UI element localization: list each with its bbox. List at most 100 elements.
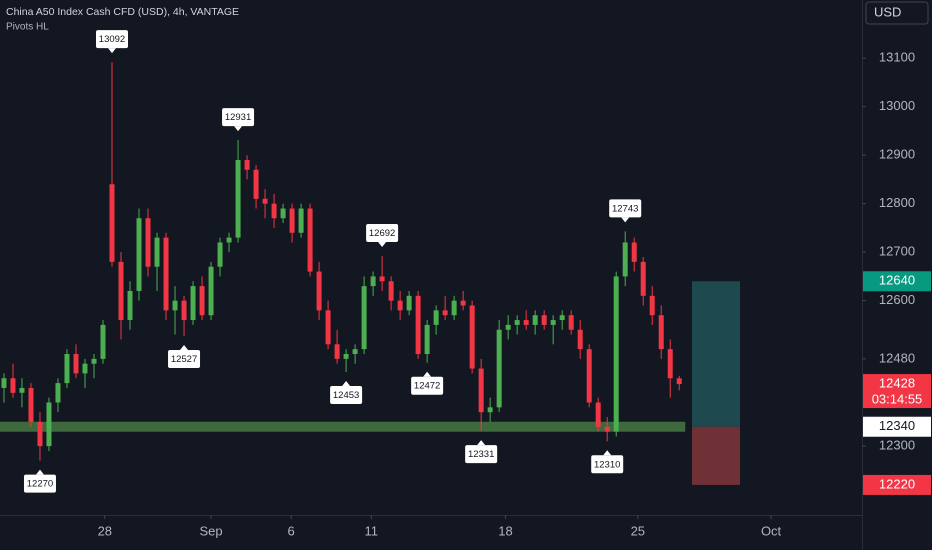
candle-body (109, 184, 115, 262)
pivot-label: 12931 (225, 112, 251, 123)
indicator-name: Pivots HL (6, 22, 49, 33)
y-tick-label: 12700 (879, 244, 915, 259)
candle-body (145, 218, 151, 267)
x-tick-label: Sep (199, 523, 222, 538)
candle-body (622, 242, 628, 277)
candle-body (298, 208, 304, 233)
pivot-box (168, 350, 201, 369)
pivot-box (222, 108, 255, 127)
pivot-box (609, 199, 642, 218)
candle-body (406, 295, 412, 311)
plot: 12300 12480 12600 12700 12800 12900 13000 13100… (0, 30, 915, 538)
pivot-pointer (621, 217, 630, 223)
candle-body (343, 354, 349, 359)
y-tick-label: 13000 (879, 98, 915, 113)
x-tick-label: 25 (631, 523, 645, 538)
candle-body (433, 310, 439, 325)
candle-body (127, 290, 133, 321)
stop-loss-label-box (863, 474, 931, 495)
pivot-box (330, 385, 363, 404)
take-profit-label: 12640 (879, 273, 915, 288)
pivot-label: 12453 (333, 390, 359, 401)
pivot-label: 12527 (171, 354, 197, 365)
candle-body (559, 315, 565, 321)
candle-body (199, 286, 205, 316)
pivot-label: 13092 (99, 34, 125, 45)
entry-label: 12340 (879, 418, 915, 433)
currency[interactable]: USD (874, 4, 901, 19)
candle-body (352, 349, 358, 355)
candle-body (208, 266, 214, 316)
candle-body (334, 344, 340, 359)
pivot-pointer (108, 48, 117, 54)
pivot-pointer (603, 450, 612, 456)
entry-label-box (863, 416, 931, 437)
candle-body (271, 203, 277, 219)
pivot-label: 12310 (594, 459, 620, 470)
x-tick-label: Oct (761, 523, 782, 538)
candle-body (253, 169, 259, 199)
candle-body (577, 329, 583, 350)
candle-body (442, 310, 448, 316)
candle-body (82, 363, 88, 374)
take-profit-label-box (863, 271, 931, 292)
candle-body (676, 378, 682, 385)
candle-body (190, 286, 196, 321)
candle-body (388, 281, 394, 301)
candle-body (460, 300, 466, 306)
pivot-box (96, 30, 129, 49)
candle-body (316, 271, 322, 311)
pivot-box (366, 224, 399, 243)
x-tick-label: 6 (288, 523, 295, 538)
y-tick-label: 12480 (879, 350, 915, 365)
last-price-label: 12428 (879, 376, 915, 391)
x-tick-label: 28 (98, 523, 112, 538)
candle-body (46, 402, 52, 447)
pivot-pointer (477, 440, 486, 446)
candle-body (280, 208, 286, 219)
pivot-pointer (378, 242, 387, 248)
pivot-pointer (342, 380, 351, 386)
candle-body (514, 320, 520, 325)
candle-body (10, 378, 16, 393)
candle-body (181, 300, 187, 321)
candle-body (28, 387, 34, 422)
pivot-pointer (35, 469, 44, 475)
pivot-pointer (423, 371, 432, 377)
pivot-label: 12743 (612, 203, 638, 214)
candle-body (415, 295, 421, 355)
candle-body (505, 324, 511, 330)
chart-title: China A50 Index Cash CFD (USD), 4h, VANT… (6, 6, 239, 18)
candle-body (397, 300, 403, 311)
stop-loss-label: 12220 (879, 476, 915, 491)
candle-body (100, 324, 106, 359)
candle-body (532, 315, 538, 325)
candle-body (163, 237, 169, 311)
candle-body (379, 276, 385, 282)
candle-body (487, 407, 493, 413)
pivot-box (23, 474, 56, 493)
candle-body (649, 295, 655, 316)
candle-body (1, 378, 7, 388)
candle-body (451, 300, 457, 316)
candle-body (631, 242, 637, 262)
y-tick-label: 12900 (879, 147, 915, 162)
y-tick-label: 12300 (879, 438, 915, 453)
pivot-pointer (234, 126, 243, 132)
candle-body (550, 320, 556, 325)
candle-body (73, 354, 79, 374)
candle-body (118, 261, 124, 321)
candle-body (541, 315, 547, 325)
loss-zone (692, 426, 740, 485)
pivot-label: 12331 (468, 449, 494, 460)
candle-body (613, 276, 619, 432)
candle-body (262, 198, 268, 204)
candle-body (136, 218, 142, 291)
pivot-box (465, 445, 498, 464)
candle-body (19, 387, 25, 393)
candle-body (469, 305, 475, 369)
candle-body (64, 354, 70, 384)
candle-body (172, 300, 178, 311)
currency-box[interactable] (865, 1, 929, 25)
candle-body (235, 160, 241, 238)
